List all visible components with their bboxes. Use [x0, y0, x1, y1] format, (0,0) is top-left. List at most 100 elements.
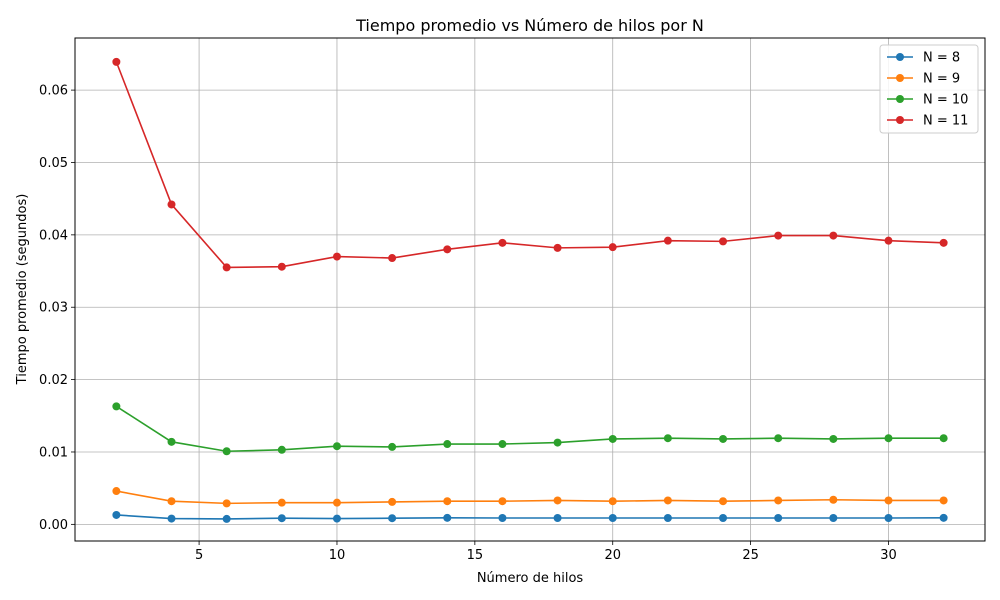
data-point-n10	[498, 440, 507, 449]
data-point-n9	[443, 497, 452, 506]
chart-title: Tiempo promedio vs Número de hilos por N	[355, 16, 704, 35]
data-point-n8	[884, 513, 893, 522]
x-axis-label: Número de hilos	[477, 571, 584, 586]
data-point-n8	[388, 514, 397, 523]
legend-marker	[896, 53, 904, 61]
data-point-n11	[774, 231, 783, 240]
y-tick-label: 0.05	[39, 156, 68, 171]
data-point-n9	[112, 487, 121, 496]
data-point-n11	[112, 57, 121, 66]
data-point-n11	[939, 238, 948, 247]
data-point-n10	[608, 434, 617, 443]
series-line-n10	[115, 405, 944, 453]
legend-marker	[896, 116, 904, 124]
data-point-n8	[553, 513, 562, 522]
data-point-n9	[663, 496, 672, 505]
data-point-n10	[388, 442, 397, 451]
y-tick-label: 0.06	[39, 84, 68, 99]
series-line-n9	[116, 490, 944, 505]
data-point-n11	[277, 262, 286, 271]
data-point-n11	[443, 245, 452, 254]
data-point-n8	[443, 513, 452, 522]
y-tick-label: 0.01	[39, 445, 68, 460]
data-point-n11	[608, 243, 617, 252]
y-axis-label: Tiempo promedio (segundos)	[15, 194, 30, 386]
data-point-n11	[388, 254, 397, 263]
data-point-n9	[939, 496, 948, 505]
data-point-n11	[498, 238, 507, 247]
data-point-n10	[277, 445, 286, 454]
x-tick-label: 5	[195, 548, 203, 563]
data-point-n11	[332, 252, 341, 261]
data-point-n9	[774, 496, 783, 505]
data-point-n8	[498, 513, 507, 522]
x-tick-label: 10	[329, 548, 346, 563]
x-tick-label: 25	[742, 548, 759, 563]
data-point-n8	[167, 514, 176, 523]
y-tick-label: 0.02	[39, 373, 68, 388]
data-point-n9	[829, 495, 838, 504]
series-layer	[112, 57, 948, 523]
data-point-n11	[222, 263, 231, 272]
data-point-n9	[498, 497, 507, 506]
data-point-n10	[663, 434, 672, 443]
data-point-n9	[388, 497, 397, 506]
legend-label: N = 11	[923, 114, 968, 129]
data-point-n8	[663, 513, 672, 522]
data-point-n8	[332, 514, 341, 523]
data-point-n11	[167, 200, 176, 209]
data-point-n8	[829, 513, 838, 522]
y-tick-label: 0.00	[39, 518, 68, 533]
data-point-n10	[829, 434, 838, 443]
data-point-n10	[719, 434, 728, 443]
data-point-n10	[884, 434, 893, 443]
data-point-n10	[443, 440, 452, 449]
y-tick-label: 0.03	[39, 301, 68, 316]
legend-label: N = 8	[923, 51, 960, 66]
data-point-n9	[884, 496, 893, 505]
data-point-n9	[222, 499, 231, 508]
data-point-n10	[553, 438, 562, 447]
y-axis-ticks: 0.00 0.01 0.02 0.03 0.04 0.05 0.06	[39, 84, 75, 533]
data-point-n11	[719, 237, 728, 246]
data-point-n11	[663, 236, 672, 245]
legend-box	[879, 44, 979, 134]
legend-label: N = 10	[923, 93, 968, 108]
series-line-n11	[115, 61, 944, 269]
data-point-n8	[277, 514, 286, 523]
data-point-n8	[939, 513, 948, 522]
data-point-n9	[719, 497, 728, 506]
data-point-n11	[829, 231, 838, 240]
data-point-n9	[277, 498, 286, 507]
data-point-n8	[112, 510, 121, 519]
y-tick-label: 0.04	[39, 228, 68, 243]
x-tick-label: 15	[467, 548, 484, 563]
data-point-n10	[939, 434, 948, 443]
x-tick-label: 20	[604, 548, 621, 563]
data-point-n8	[608, 513, 617, 522]
data-point-n10	[332, 442, 341, 451]
series-line-n8	[116, 514, 944, 520]
plot-frame	[74, 37, 986, 542]
x-axis-ticks: 5 10 15 20 25 30	[195, 541, 897, 563]
data-point-n9	[553, 496, 562, 505]
data-point-n9	[332, 498, 341, 507]
legend: N = 8 N = 9 N = 10 N = 11	[879, 44, 979, 134]
legend-label: N = 9	[923, 72, 960, 87]
legend-marker	[896, 74, 904, 82]
data-point-n10	[167, 437, 176, 446]
data-point-n11	[553, 243, 562, 252]
data-point-n8	[774, 513, 783, 522]
data-point-n9	[167, 497, 176, 506]
data-point-n10	[112, 402, 121, 411]
x-tick-label: 30	[880, 548, 897, 563]
data-point-n9	[608, 497, 617, 506]
data-point-n8	[719, 513, 728, 522]
legend-marker	[896, 95, 904, 103]
data-point-n10	[774, 434, 783, 443]
data-point-n10	[222, 447, 231, 456]
data-point-n11	[884, 236, 893, 245]
data-point-n8	[222, 514, 231, 523]
